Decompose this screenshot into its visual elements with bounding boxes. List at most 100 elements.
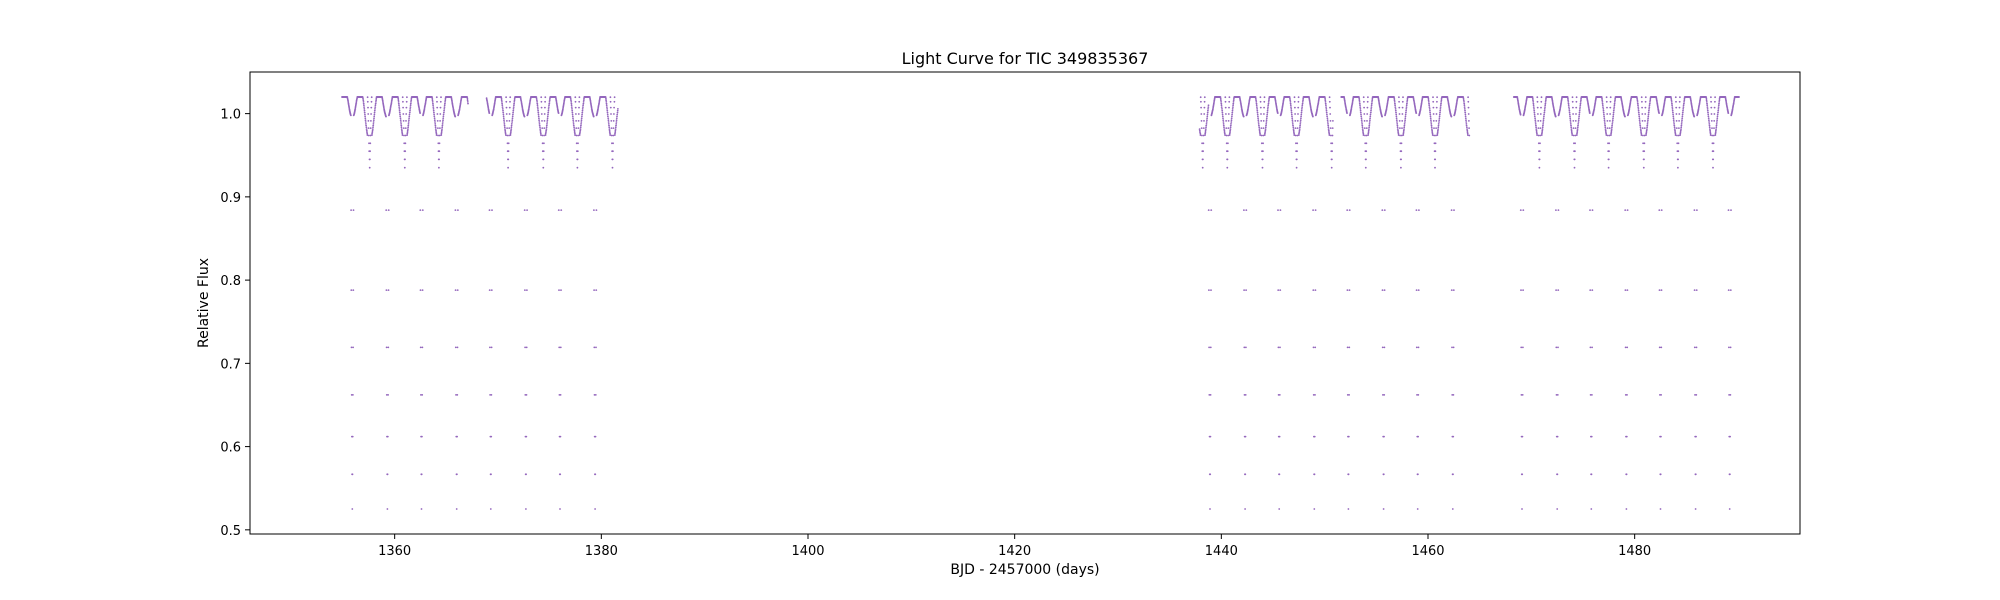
data-point <box>1365 127 1368 129</box>
data-point <box>1575 113 1577 115</box>
data-point <box>1537 113 1539 115</box>
data-point <box>1715 126 1718 129</box>
data-point <box>1672 119 1675 122</box>
data-point <box>1255 104 1258 107</box>
y-tick-label: 0.5 <box>220 524 241 539</box>
data-point <box>373 117 375 120</box>
data-point <box>489 508 492 510</box>
data-point <box>1536 96 1539 99</box>
data-point <box>1468 120 1470 122</box>
data-point <box>1612 113 1615 116</box>
data-point <box>1574 134 1577 137</box>
data-point <box>610 120 613 122</box>
data-point <box>1291 123 1294 125</box>
data-point <box>1381 115 1383 118</box>
data-point <box>1231 109 1234 112</box>
data-point <box>1432 100 1435 103</box>
data-point <box>1265 123 1268 125</box>
data-point <box>1394 108 1397 110</box>
data-point <box>1244 508 1246 510</box>
data-point <box>490 289 493 291</box>
data-point <box>1295 166 1298 169</box>
data-point <box>1450 115 1453 118</box>
data-point <box>1531 96 1534 99</box>
data-point <box>1589 209 1591 212</box>
data-point <box>1535 126 1537 129</box>
data-point <box>1400 134 1403 137</box>
data-point <box>1324 102 1327 105</box>
data-point <box>503 121 506 123</box>
data-point <box>1358 102 1361 105</box>
data-point <box>605 99 607 102</box>
data-point <box>1268 97 1270 100</box>
data-point <box>1580 99 1582 102</box>
data-point <box>1536 134 1538 137</box>
data-point <box>1259 106 1262 109</box>
data-point <box>404 127 407 129</box>
data-point <box>398 111 401 114</box>
data-point <box>1262 127 1265 129</box>
data-point <box>1209 346 1212 349</box>
data-point <box>1406 101 1408 103</box>
data-point <box>1579 108 1581 110</box>
data-point <box>1439 111 1441 114</box>
data-point <box>1608 142 1611 145</box>
data-point <box>398 106 401 108</box>
data-point <box>1266 111 1269 114</box>
data-point <box>1370 108 1373 110</box>
data-point <box>1223 131 1226 134</box>
data-point <box>614 129 617 132</box>
data-point <box>1646 123 1649 125</box>
data-point <box>1206 111 1209 114</box>
data-point <box>1715 123 1718 125</box>
data-point <box>504 129 507 132</box>
data-point <box>1670 101 1673 103</box>
data-point <box>1710 120 1713 122</box>
data-point <box>1680 123 1683 125</box>
data-point <box>1382 508 1385 510</box>
data-point <box>1431 131 1434 134</box>
data-point <box>436 100 438 103</box>
data-point <box>1710 113 1713 115</box>
data-point <box>575 120 577 122</box>
data-point <box>1452 473 1454 476</box>
data-point <box>1611 123 1614 125</box>
data-point <box>1556 473 1559 476</box>
data-point <box>1358 97 1361 100</box>
data-point <box>1314 289 1317 291</box>
data-point <box>503 119 505 122</box>
data-point <box>1226 166 1229 169</box>
data-point <box>537 113 540 116</box>
data-point <box>1464 115 1467 118</box>
data-point <box>539 126 541 129</box>
data-point <box>1434 150 1437 153</box>
data-point <box>1591 289 1594 291</box>
data-point <box>1463 106 1466 108</box>
data-point <box>419 289 422 291</box>
data-point <box>363 108 366 110</box>
data-point <box>1730 209 1732 212</box>
data-point <box>1403 126 1406 129</box>
data-point <box>1329 106 1331 109</box>
data-point <box>1427 101 1430 103</box>
data-point <box>1642 142 1644 145</box>
data-point <box>454 289 457 291</box>
data-point <box>1227 134 1230 137</box>
data-point <box>1366 113 1369 115</box>
data-point <box>1533 109 1536 112</box>
data-point <box>1681 115 1684 118</box>
data-point <box>439 120 441 122</box>
data-point <box>432 104 434 107</box>
data-point <box>1467 134 1469 137</box>
data-point <box>375 101 377 103</box>
data-point <box>1467 96 1469 99</box>
data-point <box>1401 106 1404 109</box>
y-tick-label: 0.6 <box>220 441 241 456</box>
data-point <box>405 113 408 115</box>
data-point <box>1601 101 1604 103</box>
data-point <box>1609 96 1612 99</box>
data-point <box>1209 508 1211 510</box>
data-point <box>1257 121 1260 123</box>
data-point <box>1436 131 1439 134</box>
data-point <box>1590 508 1593 510</box>
